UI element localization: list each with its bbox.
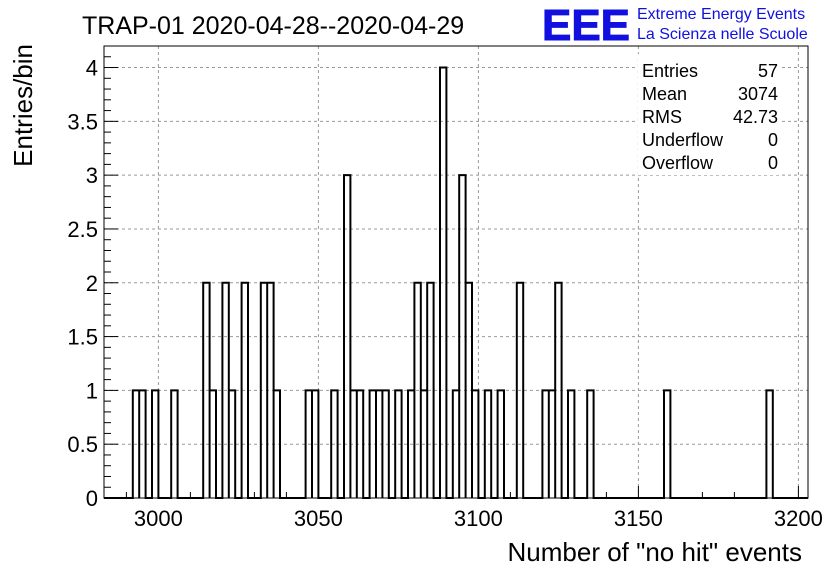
eee-logo-line2: La Scienza nelle Scuole bbox=[637, 26, 808, 43]
stats-label: RMS bbox=[642, 107, 682, 127]
stats-value: 57 bbox=[758, 61, 778, 81]
y-tick-label: 3 bbox=[86, 163, 98, 188]
y-tick-label: 0 bbox=[86, 486, 98, 511]
x-tick-label: 3100 bbox=[454, 506, 503, 531]
stats-label: Overflow bbox=[642, 153, 714, 173]
x-tick-label: 3150 bbox=[614, 506, 663, 531]
stats-label: Underflow bbox=[642, 130, 724, 150]
eee-logo: EEE Extreme Energy Events La Scienza nel… bbox=[542, 1, 808, 51]
y-axis-label: Entries/bin bbox=[8, 44, 38, 167]
y-tick-label: 1.5 bbox=[67, 325, 98, 350]
x-axis-label: Number of "no hit" events bbox=[508, 537, 803, 567]
y-axis: 0 0.5 1 1.5 2 2.5 3 3.5 4 bbox=[67, 45, 118, 511]
stats-value: 0 bbox=[768, 130, 778, 150]
stats-value: 0 bbox=[768, 153, 778, 173]
x-tick-label: 3200 bbox=[774, 506, 823, 531]
eee-logo-mark: EEE bbox=[542, 1, 630, 50]
stats-value: 3074 bbox=[738, 84, 778, 104]
x-tick-label: 3000 bbox=[134, 506, 183, 531]
eee-logo-line1: Extreme Energy Events bbox=[637, 6, 805, 23]
chart-title: TRAP-01 2020-04-28--2020-04-29 bbox=[82, 12, 464, 40]
stats-label: Mean bbox=[642, 84, 687, 104]
y-tick-label: 4 bbox=[86, 56, 98, 81]
x-axis: 3000 3050 3100 3150 3200 bbox=[125, 486, 823, 531]
y-tick-label: 3.5 bbox=[67, 109, 98, 134]
stats-box: Entries 57 Mean 3074 RMS 42.73 Underflow 0 Overf… bbox=[638, 54, 780, 175]
y-tick-label: 0.5 bbox=[67, 432, 98, 457]
y-tick-label: 1 bbox=[86, 378, 98, 403]
stats-label: Entries bbox=[642, 61, 698, 81]
x-tick-label: 3050 bbox=[294, 506, 343, 531]
stats-value: 42.73 bbox=[733, 107, 778, 127]
stats-box-background bbox=[638, 54, 780, 175]
y-tick-label: 2.5 bbox=[67, 217, 98, 242]
histogram-outline bbox=[104, 66, 808, 499]
y-tick-label: 2 bbox=[86, 271, 98, 296]
